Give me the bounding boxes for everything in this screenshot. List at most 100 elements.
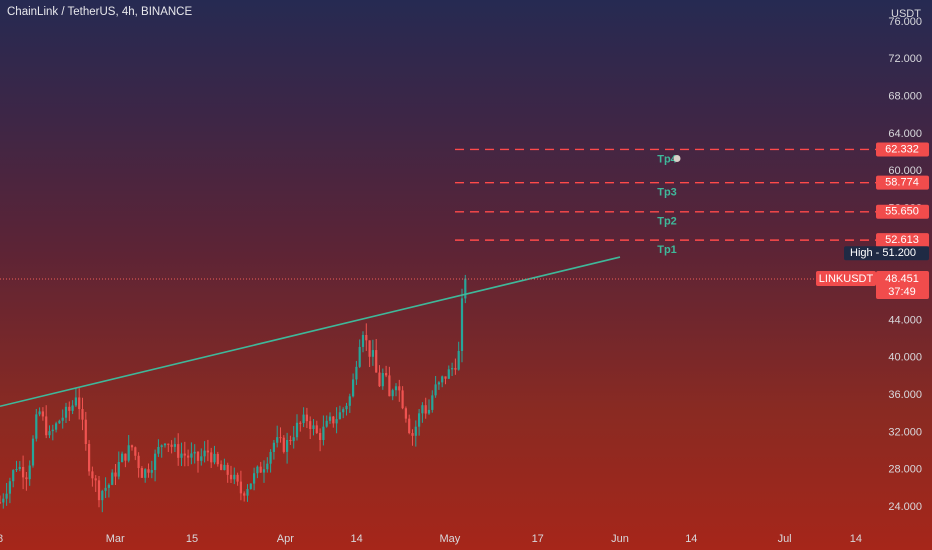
candle [431,395,434,410]
y-tick-label: 36.000 [888,389,922,401]
candle [391,390,394,397]
candle [81,409,84,420]
candle [55,423,58,430]
candle [173,444,176,447]
candle [196,451,200,461]
candle [31,438,35,466]
candle [295,422,299,438]
candle [25,477,28,480]
candle [421,405,424,414]
candle [163,443,167,446]
x-tick-label: 15 [186,533,198,545]
y-tick-label: 40.000 [888,352,922,364]
candle [94,478,97,481]
y-tick-label: 32.000 [888,426,922,438]
currency-label: USDT [891,8,921,20]
candle [418,413,421,427]
candle [249,483,252,489]
x-tick-label: 17 [532,533,544,545]
candle [378,372,381,387]
last-price-box [876,270,929,299]
y-tick-label: 64.000 [888,128,922,140]
candle [253,473,256,484]
x-tick-label: Jul [778,533,792,545]
candle [104,487,107,491]
candle [150,470,153,473]
candle [352,379,355,397]
candle [338,412,341,420]
candle [28,465,31,480]
cursor-icon [673,154,681,162]
target-price-label: 62.332 [885,143,919,155]
x-tick-label: 14 [351,533,363,545]
candle [2,498,5,503]
candle [365,334,368,341]
candle [107,484,110,488]
candle [8,481,11,494]
candle [223,464,226,470]
candle [213,453,216,463]
trendline[interactable] [0,256,621,408]
candle [358,346,361,367]
candle [256,466,259,474]
x-tick-label: Mar [106,533,125,545]
candle [111,472,114,485]
target-label: Tp3 [657,187,677,199]
candle [404,408,407,419]
candle [137,455,140,469]
chart-title: ChainLink / TetherUS, 4h, BINANCE [7,6,193,18]
candle [68,406,71,411]
candle [328,416,332,421]
candle [454,368,457,370]
candle [48,431,51,436]
candle [51,429,54,432]
candle [74,397,77,406]
candle [45,416,48,436]
candle [157,446,160,454]
candle [239,481,242,494]
candle [447,369,450,379]
candle [398,386,401,391]
candle [424,405,427,414]
candle [460,298,464,352]
candle [236,474,239,482]
candle [322,426,325,441]
candle [12,470,15,482]
candle [269,451,272,464]
candle [305,414,308,422]
candle [180,453,183,458]
candle [88,444,91,472]
target-label: Tp1 [657,244,677,256]
y-tick-label: 60.000 [888,165,922,177]
candle [451,368,454,370]
candle [388,375,391,397]
candle [385,373,388,376]
candle [144,469,147,478]
candle [394,386,398,391]
symbol-tag: LINKUSDT [819,273,874,285]
candle [167,443,170,445]
candle [187,455,190,458]
candle [348,396,351,406]
candle [22,466,25,478]
candle [170,444,173,447]
candle [127,445,130,461]
candle-countdown: 37:49 [888,286,916,298]
candle [134,447,137,456]
candle [210,452,213,463]
candle [441,376,444,383]
candle [61,417,64,421]
target-price-label: 52.613 [885,234,919,246]
candle [58,420,61,424]
candle [401,390,404,409]
candle [117,462,120,477]
candle [312,425,315,430]
candle [259,466,262,473]
target-price-box [876,142,929,157]
candle [262,469,266,473]
candle [315,425,318,433]
candle [0,502,2,504]
candle [375,350,378,373]
